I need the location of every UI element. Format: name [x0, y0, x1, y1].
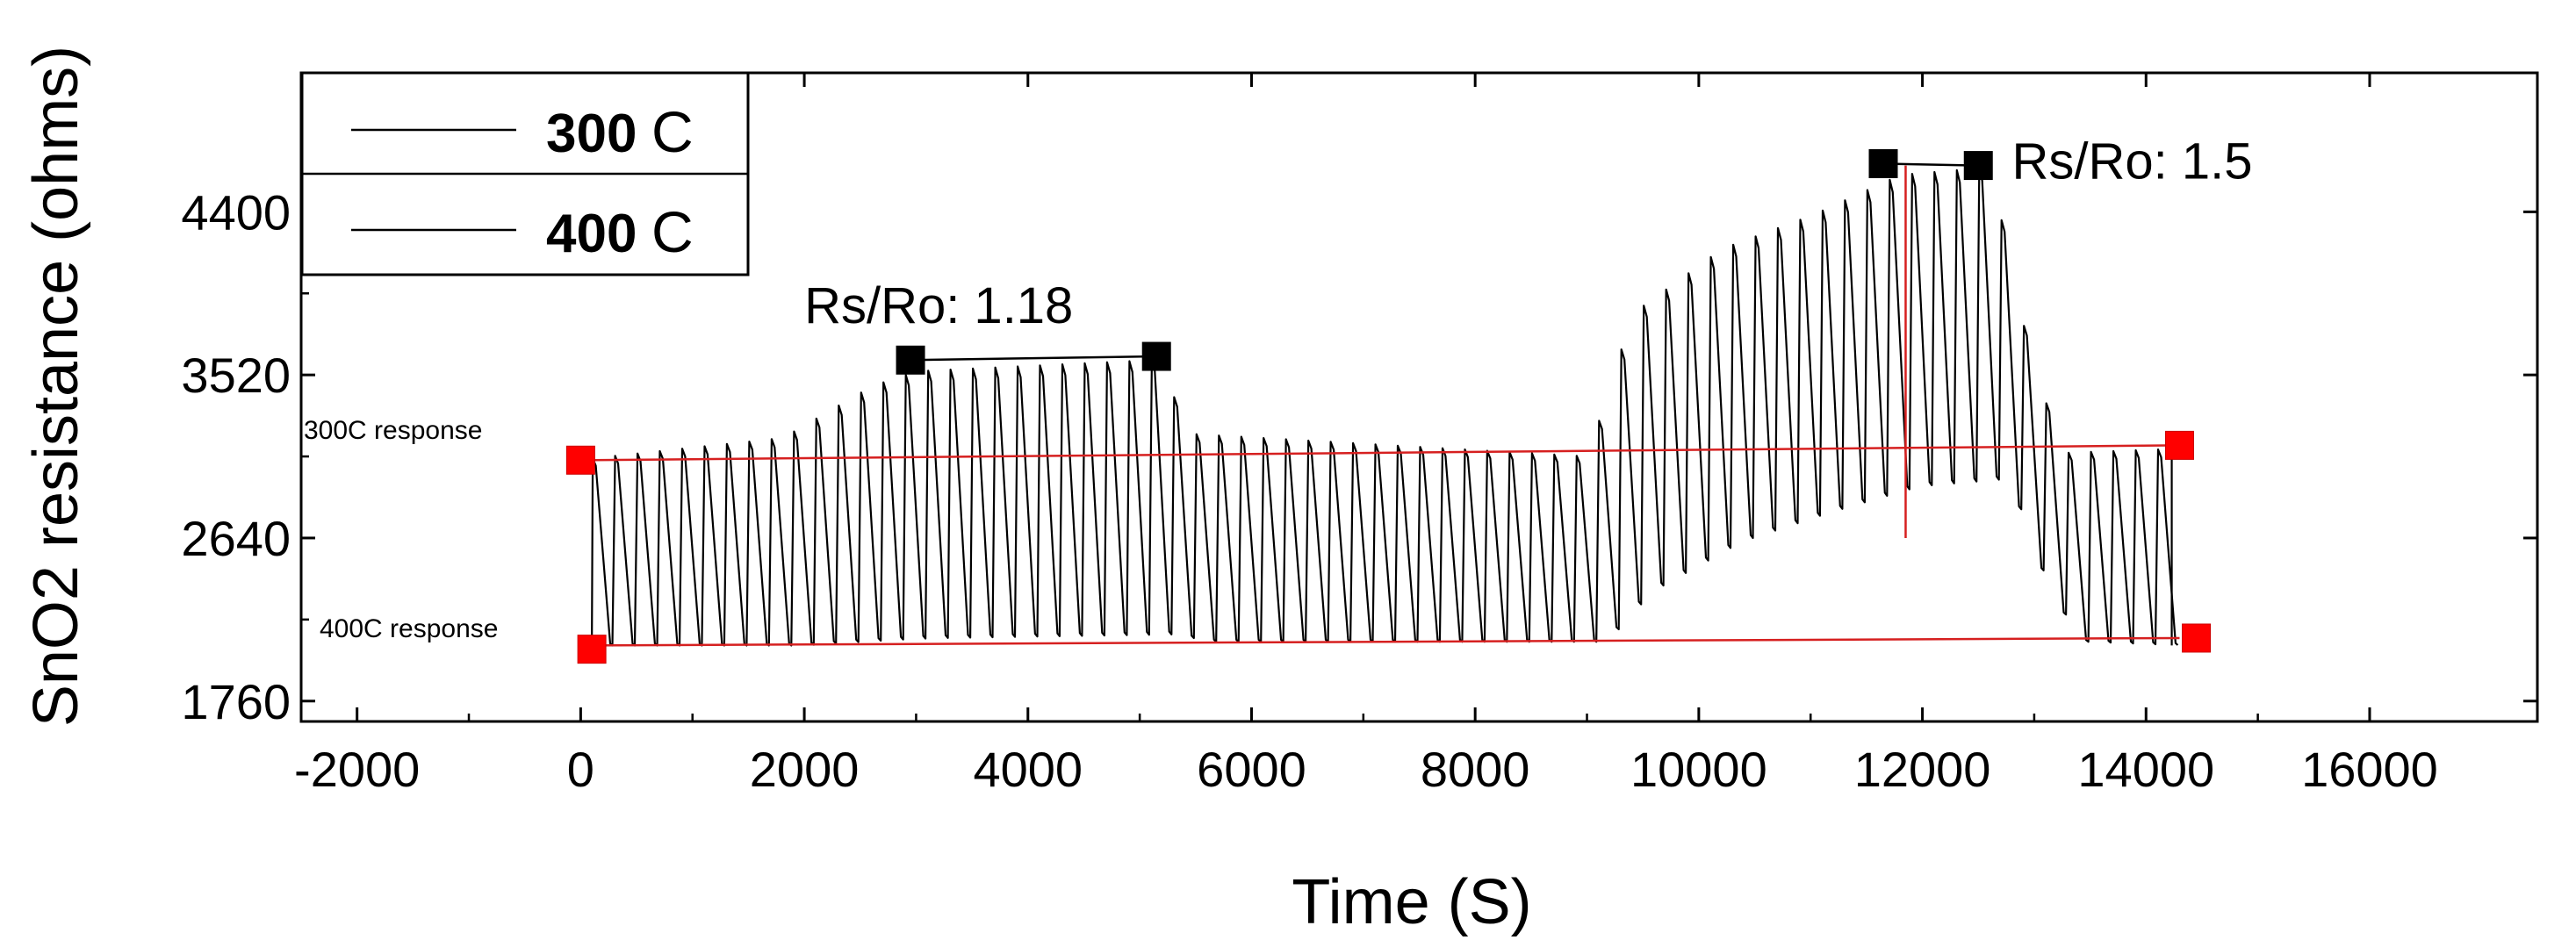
y-axis-title: SnO2 resistance (ohms) [21, 46, 91, 727]
annotation-ratio-2: Rs/Ro: 1.5 [2011, 133, 2252, 190]
marker-layer [565, 148, 2212, 664]
x-tick-label-6000: 6000 [1197, 742, 1306, 797]
baseline-0 [592, 444, 2180, 462]
x-tick-label-16000: 16000 [2301, 742, 2438, 797]
marker-1 [577, 635, 607, 664]
marker-7 [1963, 151, 1993, 181]
y-tick-label-2640: 2640 [181, 511, 291, 566]
baseline-label-300: 300C response [304, 416, 482, 445]
plot-frame [299, 71, 2539, 723]
x-tick-label-4000: 4000 [973, 742, 1083, 797]
marker-4 [896, 345, 925, 375]
x-tick-label-14000: 14000 [2077, 742, 2214, 797]
x-axis-title: Time (S) [1292, 867, 1531, 937]
legend-number-300: 300 [546, 104, 637, 164]
x-tick-label-0: 0 [567, 742, 594, 797]
baseline-layer [592, 162, 2180, 647]
x-tick-label-2000: 2000 [750, 742, 860, 797]
x-tick-label-8000: 8000 [1421, 742, 1530, 797]
annotation-ratio-1: Rs/Ro: 1.18 [804, 277, 1073, 334]
marker-connector-2 [1882, 162, 1979, 167]
marker-connector-1 [910, 355, 1157, 362]
marker-2 [2164, 430, 2194, 460]
legend-number-400: 400 [546, 204, 637, 264]
baseline-1 [592, 636, 2180, 647]
axes-frame [299, 71, 2539, 723]
marker-3 [2182, 623, 2212, 653]
legend-unit-400: C [651, 199, 694, 264]
legend-unit-300: C [651, 99, 694, 164]
x-tick-label--2000: -2000 [294, 742, 420, 797]
tick-layer: -2000 0 2000 4000 6000 8000 10000 12000 14000 160… [181, 73, 2537, 797]
legend: 300 C 400 C [300, 71, 750, 276]
y-tick-label-3520: 3520 [181, 348, 291, 403]
x-tick-label-10000: 10000 [1630, 742, 1767, 797]
baseline-label-400: 400C response [320, 614, 498, 643]
x-tick-label-12000: 12000 [1854, 742, 1991, 797]
marker-5 [1141, 341, 1171, 371]
y-tick-label-4400: 4400 [181, 184, 291, 240]
marker-6 [1868, 148, 1898, 178]
marker-0 [565, 445, 595, 475]
y-tick-label-1760: 1760 [181, 674, 291, 729]
